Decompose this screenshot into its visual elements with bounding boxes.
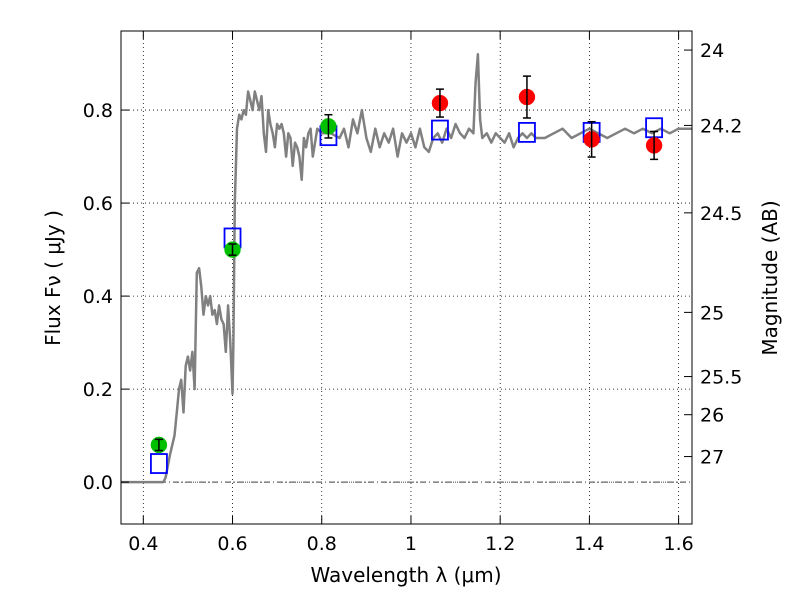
y-tick-label: 0.4 xyxy=(83,286,113,308)
y2-axis-label-text: Magnitude (AB) xyxy=(758,200,782,355)
y2-tick-label: 27 xyxy=(700,447,724,469)
axis-ticks xyxy=(121,31,692,524)
model-flux-square xyxy=(518,121,536,143)
x-tick-label: 0.8 xyxy=(307,533,337,555)
y-axis-label-text: Flux Fν ( μJy ) xyxy=(41,210,65,346)
model-flux-square xyxy=(431,119,449,141)
spectrum-line xyxy=(121,53,692,484)
x-tick-label: 1.4 xyxy=(574,533,604,555)
model-flux-square xyxy=(150,453,168,474)
tick-labels: 0.4 0.6 0.8 1 1.2 1.4 1.6 0.0 0.2 0.4 0.6 0.8 24 24.2… xyxy=(83,40,743,555)
model-spectrum xyxy=(121,53,692,484)
plot-frame xyxy=(120,30,693,525)
y2-tick-label: 26 xyxy=(700,405,724,427)
y2-tick-label: 24.2 xyxy=(700,115,742,137)
y2-axis-label: Magnitude (AB) xyxy=(758,200,782,355)
x-tick-label: 0.6 xyxy=(217,533,247,555)
y-tick-label: 0.6 xyxy=(83,193,113,215)
y2-tick-label: 25 xyxy=(700,302,724,324)
x-axis-label: Wavelength λ (μm) xyxy=(310,563,501,587)
y-tick-label: 0.8 xyxy=(83,100,113,122)
x-tick-label: 1 xyxy=(405,533,417,555)
y-axis-label: Flux Fν ( μJy ) xyxy=(41,210,65,346)
x-axis-label-text: Wavelength λ (μm) xyxy=(310,563,501,587)
x-tick-label: 1.6 xyxy=(664,533,694,555)
y2-tick-label: 24.5 xyxy=(700,203,742,225)
y2-tick-label: 25.5 xyxy=(700,367,742,389)
photometry-points xyxy=(150,75,663,474)
y2-tick-label: 24 xyxy=(700,40,724,62)
y-tick-label: 0.0 xyxy=(83,472,113,494)
x-tick-label: 1.2 xyxy=(485,533,515,555)
y-tick-label: 0.2 xyxy=(83,379,113,401)
x-tick-label: 0.4 xyxy=(128,533,158,555)
